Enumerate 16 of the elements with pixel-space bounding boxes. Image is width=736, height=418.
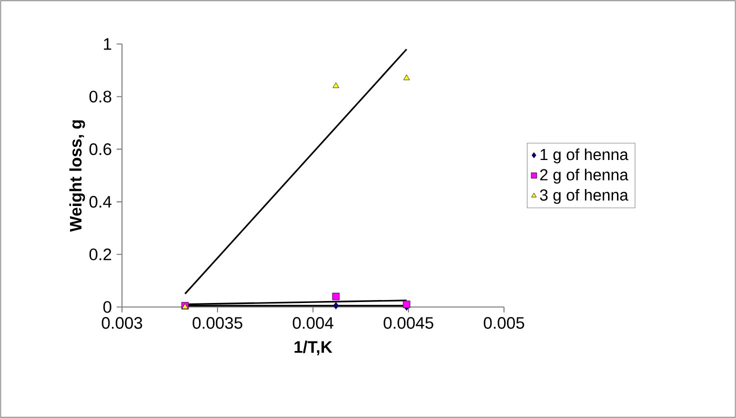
- y-tick-label: 0.4: [89, 196, 112, 208]
- y-tick-label: 0.6: [89, 143, 112, 156]
- x-tick-label: 0.003: [102, 317, 142, 329]
- y-tick-label: 0: [103, 301, 112, 313]
- y-tick-label: 1: [104, 38, 112, 50]
- x-axis-title: 1/T,K: [294, 340, 332, 356]
- x-tick-label: 0.0035: [192, 317, 242, 329]
- x-tick-label: 0.004: [292, 317, 334, 329]
- x-tick-label: 0.005: [484, 317, 524, 329]
- y-tick-label: 0.8: [89, 90, 112, 102]
- y-axis-title: Weight loss, g: [69, 120, 85, 232]
- y-tick-label: 0.2: [89, 248, 112, 260]
- x-tick-label: 0.0045: [384, 317, 434, 329]
- legend-label: 2 g of henna: [540, 168, 628, 184]
- legend-label: 1 g of henna: [540, 148, 628, 164]
- legend-label: 3 g of henna: [540, 188, 628, 204]
